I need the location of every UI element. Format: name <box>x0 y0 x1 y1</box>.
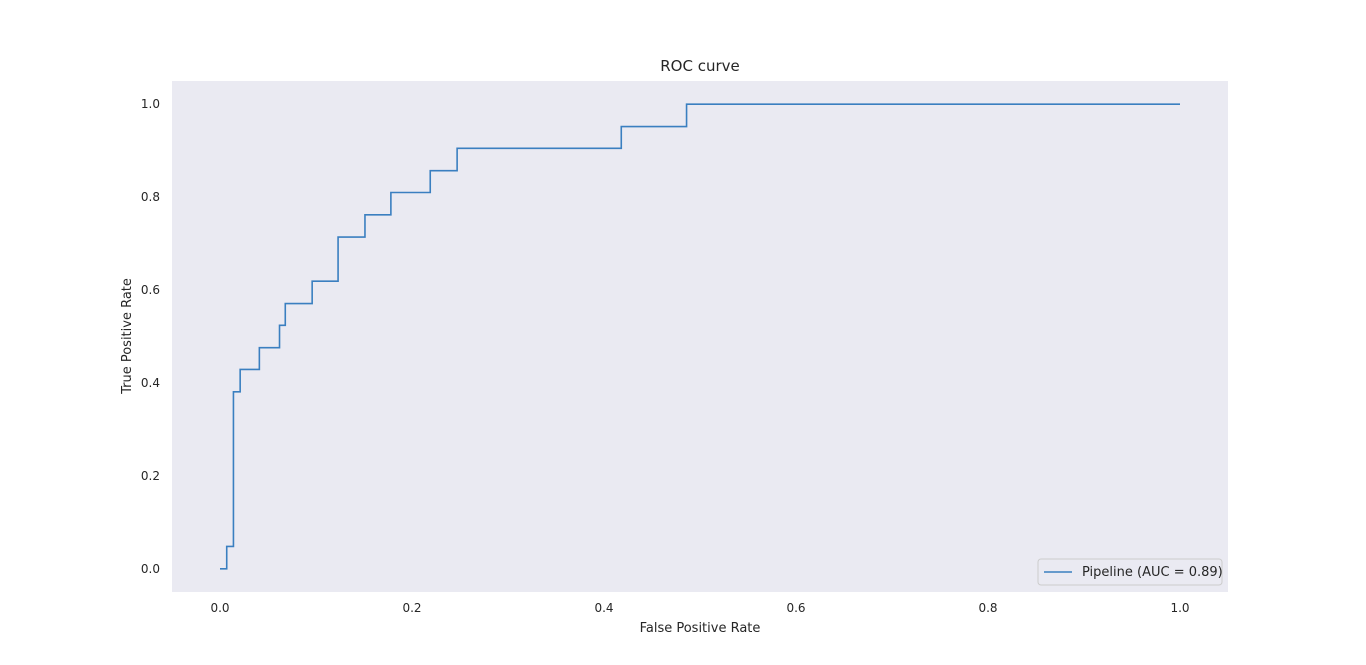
x-tick-label: 0.4 <box>594 601 613 615</box>
legend: Pipeline (AUC = 0.89) <box>1037 558 1223 586</box>
x-tick-label: 0.0 <box>210 601 229 615</box>
series-line-pipeline <box>220 103 1180 570</box>
y-tick-label: 1.0 <box>141 97 160 111</box>
series-layer <box>220 103 1180 570</box>
x-axis-label: False Positive Rate <box>640 621 761 636</box>
y-tick-label: 0.4 <box>141 376 160 390</box>
x-tick-label: 0.6 <box>786 601 805 615</box>
x-tick-label: 1.0 <box>1170 601 1189 615</box>
legend-box <box>1037 558 1223 586</box>
legend-label-pipeline: Pipeline (AUC = 0.89) <box>1082 565 1223 580</box>
x-axis-ticks: 0.0 0.2 0.4 0.6 0.8 1.0 <box>210 601 1189 615</box>
y-tick-label: 0.6 <box>141 283 160 297</box>
y-axis-ticks: 0.0 0.2 0.4 0.6 0.8 1.0 <box>141 97 160 576</box>
x-tick-label: 0.8 <box>978 601 997 615</box>
y-tick-label: 0.0 <box>141 562 160 576</box>
chart-title: ROC curve <box>660 57 740 75</box>
x-tick-label: 0.2 <box>402 601 421 615</box>
y-tick-label: 0.2 <box>141 469 160 483</box>
plot-area <box>172 81 1228 592</box>
y-tick-label: 0.8 <box>141 190 160 204</box>
y-axis-label: True Positive Rate <box>120 278 135 395</box>
